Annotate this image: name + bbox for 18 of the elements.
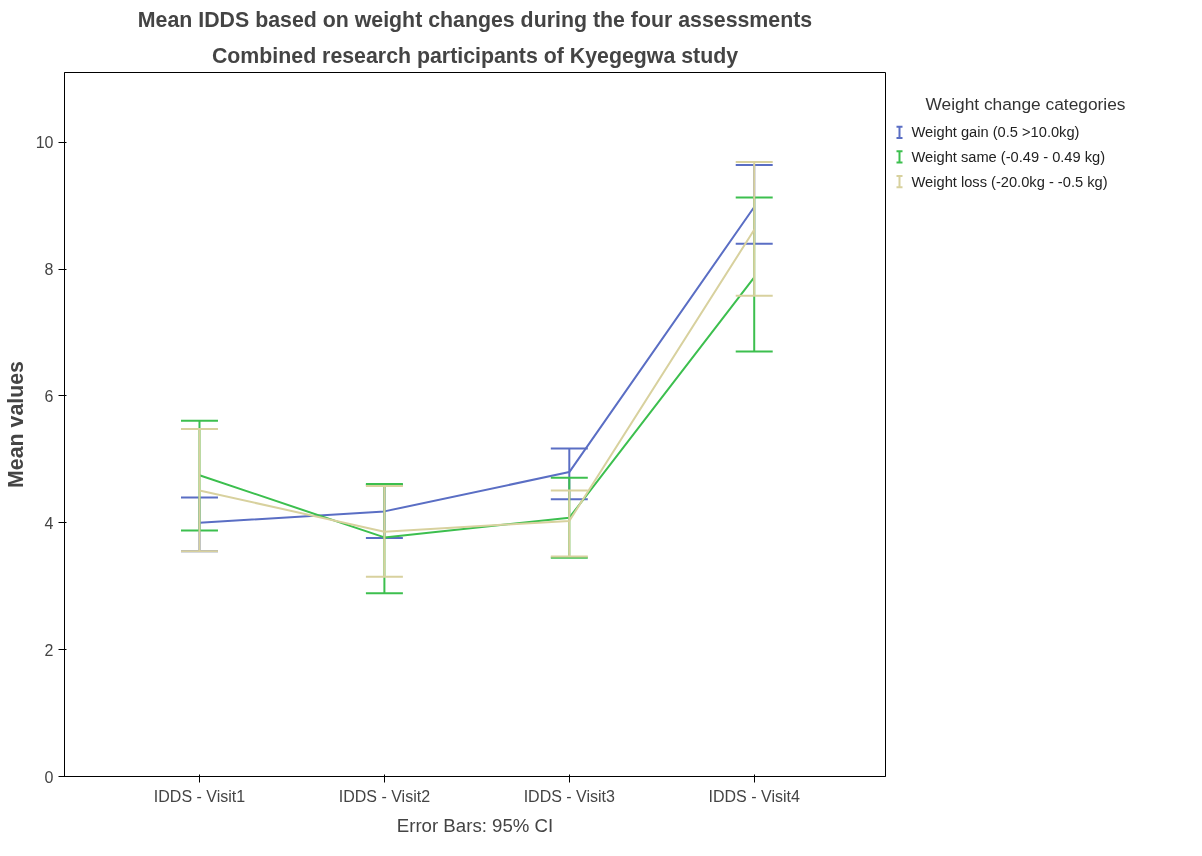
y-tick-label: 0 (44, 768, 54, 786)
chart-title: Mean IDDS based on weight changes during the four assessments (137, 7, 813, 32)
y-tick-label: 6 (44, 387, 54, 405)
legend-label: Weight gain (0.5 >10.0kg) (911, 124, 1080, 141)
x-tick-label: IDDS - Visit4 (708, 787, 800, 805)
y-axis-title: Mean values (3, 361, 28, 488)
text: Error Bars: 95% CI (396, 814, 554, 836)
x-tick-label: IDDS - Visit3 (523, 787, 616, 805)
y-tick-label: 4 (44, 514, 54, 532)
y-tick-label: 8 (44, 261, 54, 279)
y-tick-label: 2 (44, 641, 54, 659)
legend-label: Weight loss (-20.0kg - -0.5 kg) (911, 173, 1108, 190)
legend-title: Weight change categories (925, 94, 1126, 115)
y-tick-label: 10 (35, 134, 54, 152)
chart-subtitle: Combined research participants of Kyegegwa study (211, 43, 739, 68)
x-tick-label: IDDS - Visit1 (153, 787, 246, 805)
x-tick-label: IDDS - Visit2 (338, 787, 431, 805)
legend-label: Weight same (-0.49 - 0.49 kg) (911, 148, 1106, 165)
